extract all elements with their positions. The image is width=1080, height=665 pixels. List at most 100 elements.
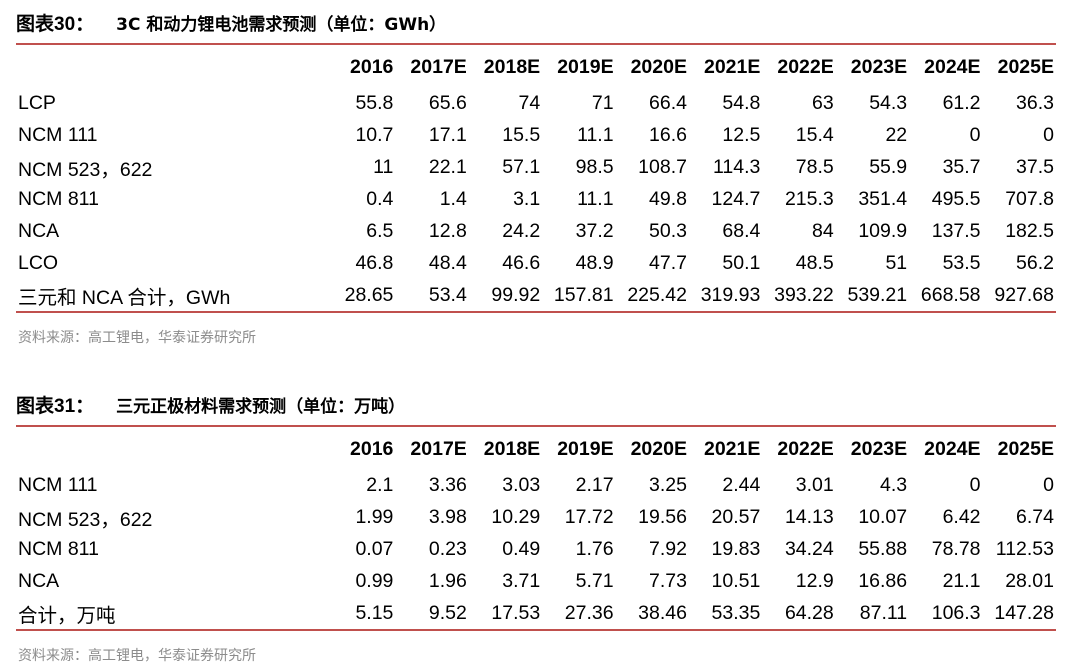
table-cell: 3.1 [513, 187, 541, 210]
table-row: 三元和 NCA 合计，GWh 28.65 53.4 99.92 157.81 225.42… [16, 279, 1056, 313]
column-header: 2016 [350, 55, 394, 78]
table-cell: 6.42 [942, 505, 981, 528]
table-cell: 319.93 [688, 279, 763, 313]
table-cell: 0.49 [502, 537, 541, 560]
table-cell: 56.2 [1016, 251, 1054, 274]
table-cell: 3.98 [428, 505, 467, 528]
table-cell: 3.25 [649, 473, 687, 496]
table-cell: 38.46 [615, 597, 689, 631]
table-cell: 78.5 [795, 155, 834, 178]
table-cell: 61.2 [942, 91, 981, 114]
table-cell: 3.36 [428, 473, 467, 496]
table-cell: 55.9 [869, 155, 908, 178]
table-cell: 99.92 [468, 279, 543, 313]
column-header: 2018E [483, 437, 541, 460]
table-cell: 19.56 [638, 505, 687, 528]
table-cell: 11 [373, 155, 394, 178]
row-label: NCM 111 [18, 473, 98, 496]
source-note: 资料来源：高工锂电，华泰证券研究所 [18, 330, 256, 346]
table-cell: 393.22 [762, 279, 836, 313]
row-label: NCM 523，622 [18, 158, 153, 181]
demand-table-gwh: 2016 2017E 2018E 2019E 2020E 2021E 2022E 2023E 2… [16, 45, 1056, 313]
table-cell: 495.5 [931, 187, 981, 210]
table-cell: 11.1 [577, 123, 614, 146]
table-cell: 84 [812, 219, 834, 242]
table-cell: 63 [812, 91, 834, 114]
row-label: 三元和 NCA 合计，GWh [16, 279, 323, 313]
row-label: NCM 811 [18, 187, 99, 210]
table-cell: 225.42 [615, 279, 689, 313]
table-cell: 0 [1043, 123, 1054, 146]
table-cell: 0.99 [355, 569, 394, 592]
column-header: 2018E [483, 55, 541, 78]
table-cell: 19.83 [711, 537, 761, 560]
table-cell: 15.5 [502, 123, 541, 146]
table-cell: 12.5 [722, 123, 761, 146]
table-cell: 50.3 [649, 219, 687, 242]
table-cell: 57.1 [502, 155, 541, 178]
table-cell: 37.2 [575, 219, 614, 242]
table-cell: 64.28 [762, 597, 836, 631]
table-cell: 65.6 [428, 91, 467, 114]
header-corner [16, 45, 322, 87]
row-label: LCP [18, 91, 56, 114]
table-cell: 87.11 [835, 597, 910, 631]
column-header: 2019E [557, 55, 614, 78]
table-cell: 1.4 [439, 187, 467, 210]
row-label: NCA [18, 569, 60, 592]
table-cell: 6.74 [1016, 505, 1054, 528]
table-cell: 17.1 [428, 123, 467, 146]
table-cell: 16.86 [858, 569, 908, 592]
table-cell: 35.7 [942, 155, 981, 178]
column-header: 2022E [777, 437, 834, 460]
header-row: 2016 2017E 2018E 2019E 2020E 2021E 2022E 2023E 2… [16, 45, 1056, 87]
table-cell: 54.8 [722, 91, 761, 114]
figure-30: 图表30： 3C 和动力锂电池需求预测（单位：GWh） 2016 2017E 2018… [16, 0, 1056, 347]
table-cell: 68.4 [722, 219, 761, 242]
table-cell: 10.7 [355, 123, 394, 146]
header-corner [16, 427, 322, 469]
table-cell: 3.03 [502, 473, 541, 496]
table-cell: 10.51 [711, 569, 761, 592]
table-cell: 12.9 [795, 569, 834, 592]
table-cell: 12.8 [428, 219, 467, 242]
table-cell: 28.65 [322, 279, 396, 313]
table-cell: 0.07 [355, 537, 394, 560]
column-header: 2023E [850, 437, 908, 460]
table-cell: 1.99 [355, 505, 394, 528]
column-header: 2024E [924, 55, 981, 78]
table-cell: 20.57 [711, 505, 761, 528]
column-header: 2021E [703, 437, 761, 460]
table-cell: 707.8 [1005, 187, 1054, 210]
row-label: 合计，万吨 [16, 597, 323, 631]
row-label: NCA [18, 219, 60, 242]
table-cell: 182.5 [1005, 219, 1054, 242]
table-cell: 10.07 [858, 505, 908, 528]
table-header: 2016 2017E 2018E 2019E 2020E 2021E 2022E 2023E 2… [16, 45, 1056, 87]
table-cell: 21.1 [942, 569, 981, 592]
cathode-demand-table: 2016 2017E 2018E 2019E 2020E 2021E 2022E 2023E 2… [16, 427, 1056, 631]
table-cell: 48.9 [575, 251, 614, 274]
table-cell: 14.13 [784, 505, 834, 528]
table-cell: 539.21 [835, 279, 910, 313]
column-header: 2023E [850, 55, 908, 78]
table-cell: 0.4 [366, 187, 394, 210]
table-cell: 108.7 [638, 155, 687, 178]
table-cell: 0 [1043, 473, 1054, 496]
column-header: 2017E [410, 437, 467, 460]
table-cell: 47.7 [649, 251, 687, 274]
table-row: NCM 111 10.7 17.1 15.5 11.1 16.6 12.5 15.4 22 0 0 [16, 119, 1056, 151]
table-cell: 1.76 [575, 537, 614, 560]
table-cell: 78.78 [931, 537, 981, 560]
table-cell: 5.71 [575, 569, 614, 592]
row-label: NCM 523，622 [18, 508, 153, 531]
figure-label: 图表30： [16, 14, 95, 35]
table-cell: 215.3 [784, 187, 834, 210]
table-row: NCM 523，622 1.99 3.98 10.29 17.72 19.56 20.57 1… [16, 501, 1056, 533]
table-cell: 7.92 [649, 537, 687, 560]
table-cell: 53.35 [688, 597, 763, 631]
table-cell: 3.01 [795, 473, 834, 496]
table-cell: 114.3 [713, 155, 761, 178]
table-cell: 46.8 [355, 251, 394, 274]
table-cell: 10.29 [491, 505, 541, 528]
